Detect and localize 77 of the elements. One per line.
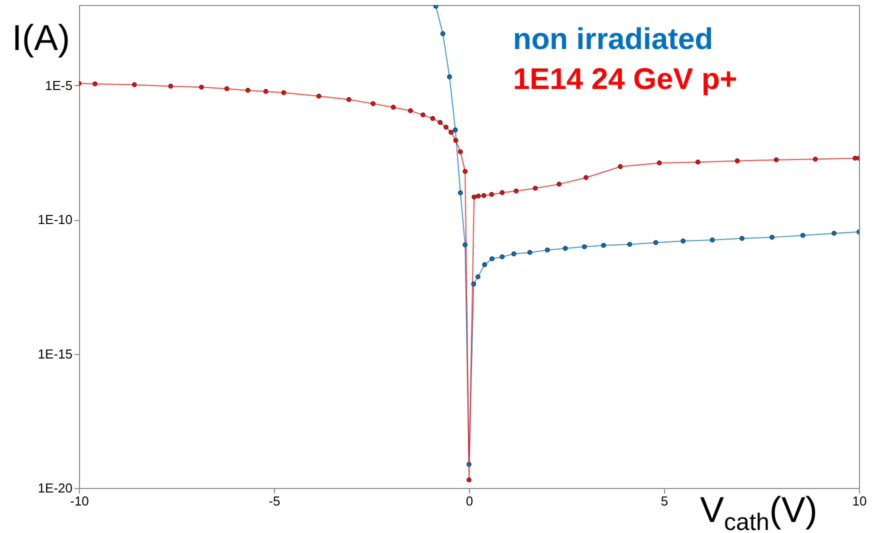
point bbox=[430, 116, 436, 121]
x-tick-label: 5 bbox=[660, 494, 668, 508]
point bbox=[444, 124, 448, 130]
point bbox=[408, 108, 413, 114]
point bbox=[447, 74, 452, 80]
point bbox=[438, 120, 443, 125]
x-axis-title: V$_{cath}$(V) bbox=[700, 489, 818, 533]
point bbox=[433, 5, 438, 9]
point bbox=[514, 188, 519, 194]
point bbox=[199, 84, 204, 90]
point bbox=[740, 236, 744, 241]
point bbox=[482, 262, 488, 268]
point bbox=[476, 194, 481, 198]
point bbox=[532, 186, 538, 191]
y-tick-label: 1E-15 bbox=[38, 346, 72, 362]
point bbox=[458, 190, 463, 196]
y-tick-label: 1E-20 bbox=[38, 480, 72, 496]
point bbox=[770, 234, 774, 240]
text: 1E14 24 GeV p+ bbox=[513, 63, 738, 96]
point bbox=[556, 182, 562, 187]
point bbox=[346, 97, 352, 102]
point bbox=[489, 192, 494, 197]
point bbox=[390, 104, 396, 110]
point bbox=[490, 256, 494, 262]
point bbox=[281, 90, 286, 96]
point bbox=[476, 274, 480, 280]
point bbox=[680, 238, 686, 244]
point bbox=[263, 89, 268, 94]
point bbox=[584, 175, 588, 180]
point bbox=[527, 250, 532, 255]
point bbox=[472, 194, 476, 200]
point bbox=[852, 156, 858, 161]
point bbox=[481, 193, 486, 198]
point bbox=[500, 254, 505, 260]
point bbox=[168, 84, 174, 89]
x-tick-label: -10 bbox=[70, 494, 89, 508]
point bbox=[370, 101, 376, 106]
point bbox=[656, 160, 662, 166]
point bbox=[800, 232, 806, 238]
y-axis-title: I(A) bbox=[12, 17, 70, 58]
point bbox=[582, 244, 587, 250]
point bbox=[562, 246, 568, 251]
point bbox=[812, 156, 818, 162]
point bbox=[92, 81, 98, 86]
point bbox=[511, 251, 516, 256]
x-tick-label: 10 bbox=[852, 494, 867, 508]
point bbox=[453, 138, 458, 143]
point bbox=[774, 157, 779, 162]
point bbox=[462, 168, 468, 174]
point bbox=[544, 248, 550, 252]
point bbox=[734, 158, 740, 164]
x-tick-label: -5 bbox=[268, 494, 280, 508]
point bbox=[452, 128, 458, 132]
point bbox=[440, 31, 446, 36]
point bbox=[653, 240, 658, 245]
point bbox=[627, 242, 632, 247]
point bbox=[448, 130, 454, 135]
point bbox=[466, 478, 472, 482]
point bbox=[224, 86, 230, 92]
point bbox=[132, 82, 137, 88]
point bbox=[458, 149, 463, 154]
point bbox=[420, 112, 426, 118]
point bbox=[710, 238, 715, 242]
text: non irradiated bbox=[513, 23, 714, 56]
y-tick-label: 1E-5 bbox=[45, 78, 72, 93]
point bbox=[696, 160, 700, 164]
point bbox=[245, 88, 250, 93]
point bbox=[500, 190, 505, 196]
point bbox=[832, 230, 836, 236]
y-tick-label: 1E-10 bbox=[38, 212, 72, 228]
point bbox=[462, 242, 468, 248]
point bbox=[466, 462, 472, 467]
point bbox=[618, 164, 623, 170]
x-tick-label: 0 bbox=[466, 494, 474, 508]
point bbox=[601, 242, 606, 248]
point bbox=[316, 94, 322, 99]
point bbox=[471, 282, 476, 286]
